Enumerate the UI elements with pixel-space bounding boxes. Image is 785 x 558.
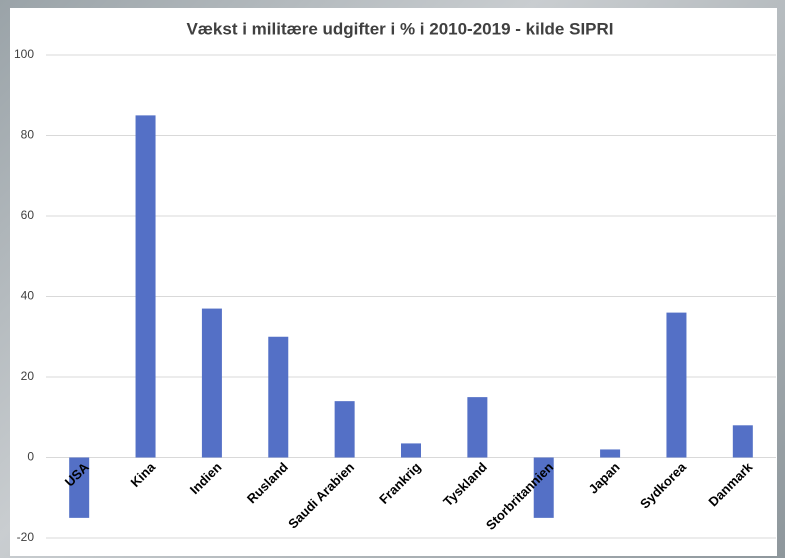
chart-title: Vækst i militære udgifter i % i 2010-201… — [186, 19, 613, 38]
y-tick-label: 20 — [21, 369, 35, 383]
bar — [334, 401, 355, 458]
bar — [467, 397, 488, 458]
bar — [401, 443, 421, 458]
y-tick-label: 40 — [21, 289, 35, 303]
bar — [69, 457, 90, 518]
bar — [268, 336, 289, 458]
bar — [666, 312, 687, 458]
bar — [135, 115, 156, 458]
bar — [600, 449, 621, 458]
y-tick-label: -20 — [17, 530, 35, 544]
bar — [533, 457, 554, 518]
chart-area — [10, 8, 777, 556]
y-tick-label: 0 — [27, 450, 34, 464]
bar — [201, 308, 222, 458]
y-tick-label: 60 — [21, 208, 35, 222]
y-tick-label: 100 — [14, 47, 34, 61]
y-tick-label: 80 — [21, 128, 35, 142]
bar — [732, 425, 753, 458]
